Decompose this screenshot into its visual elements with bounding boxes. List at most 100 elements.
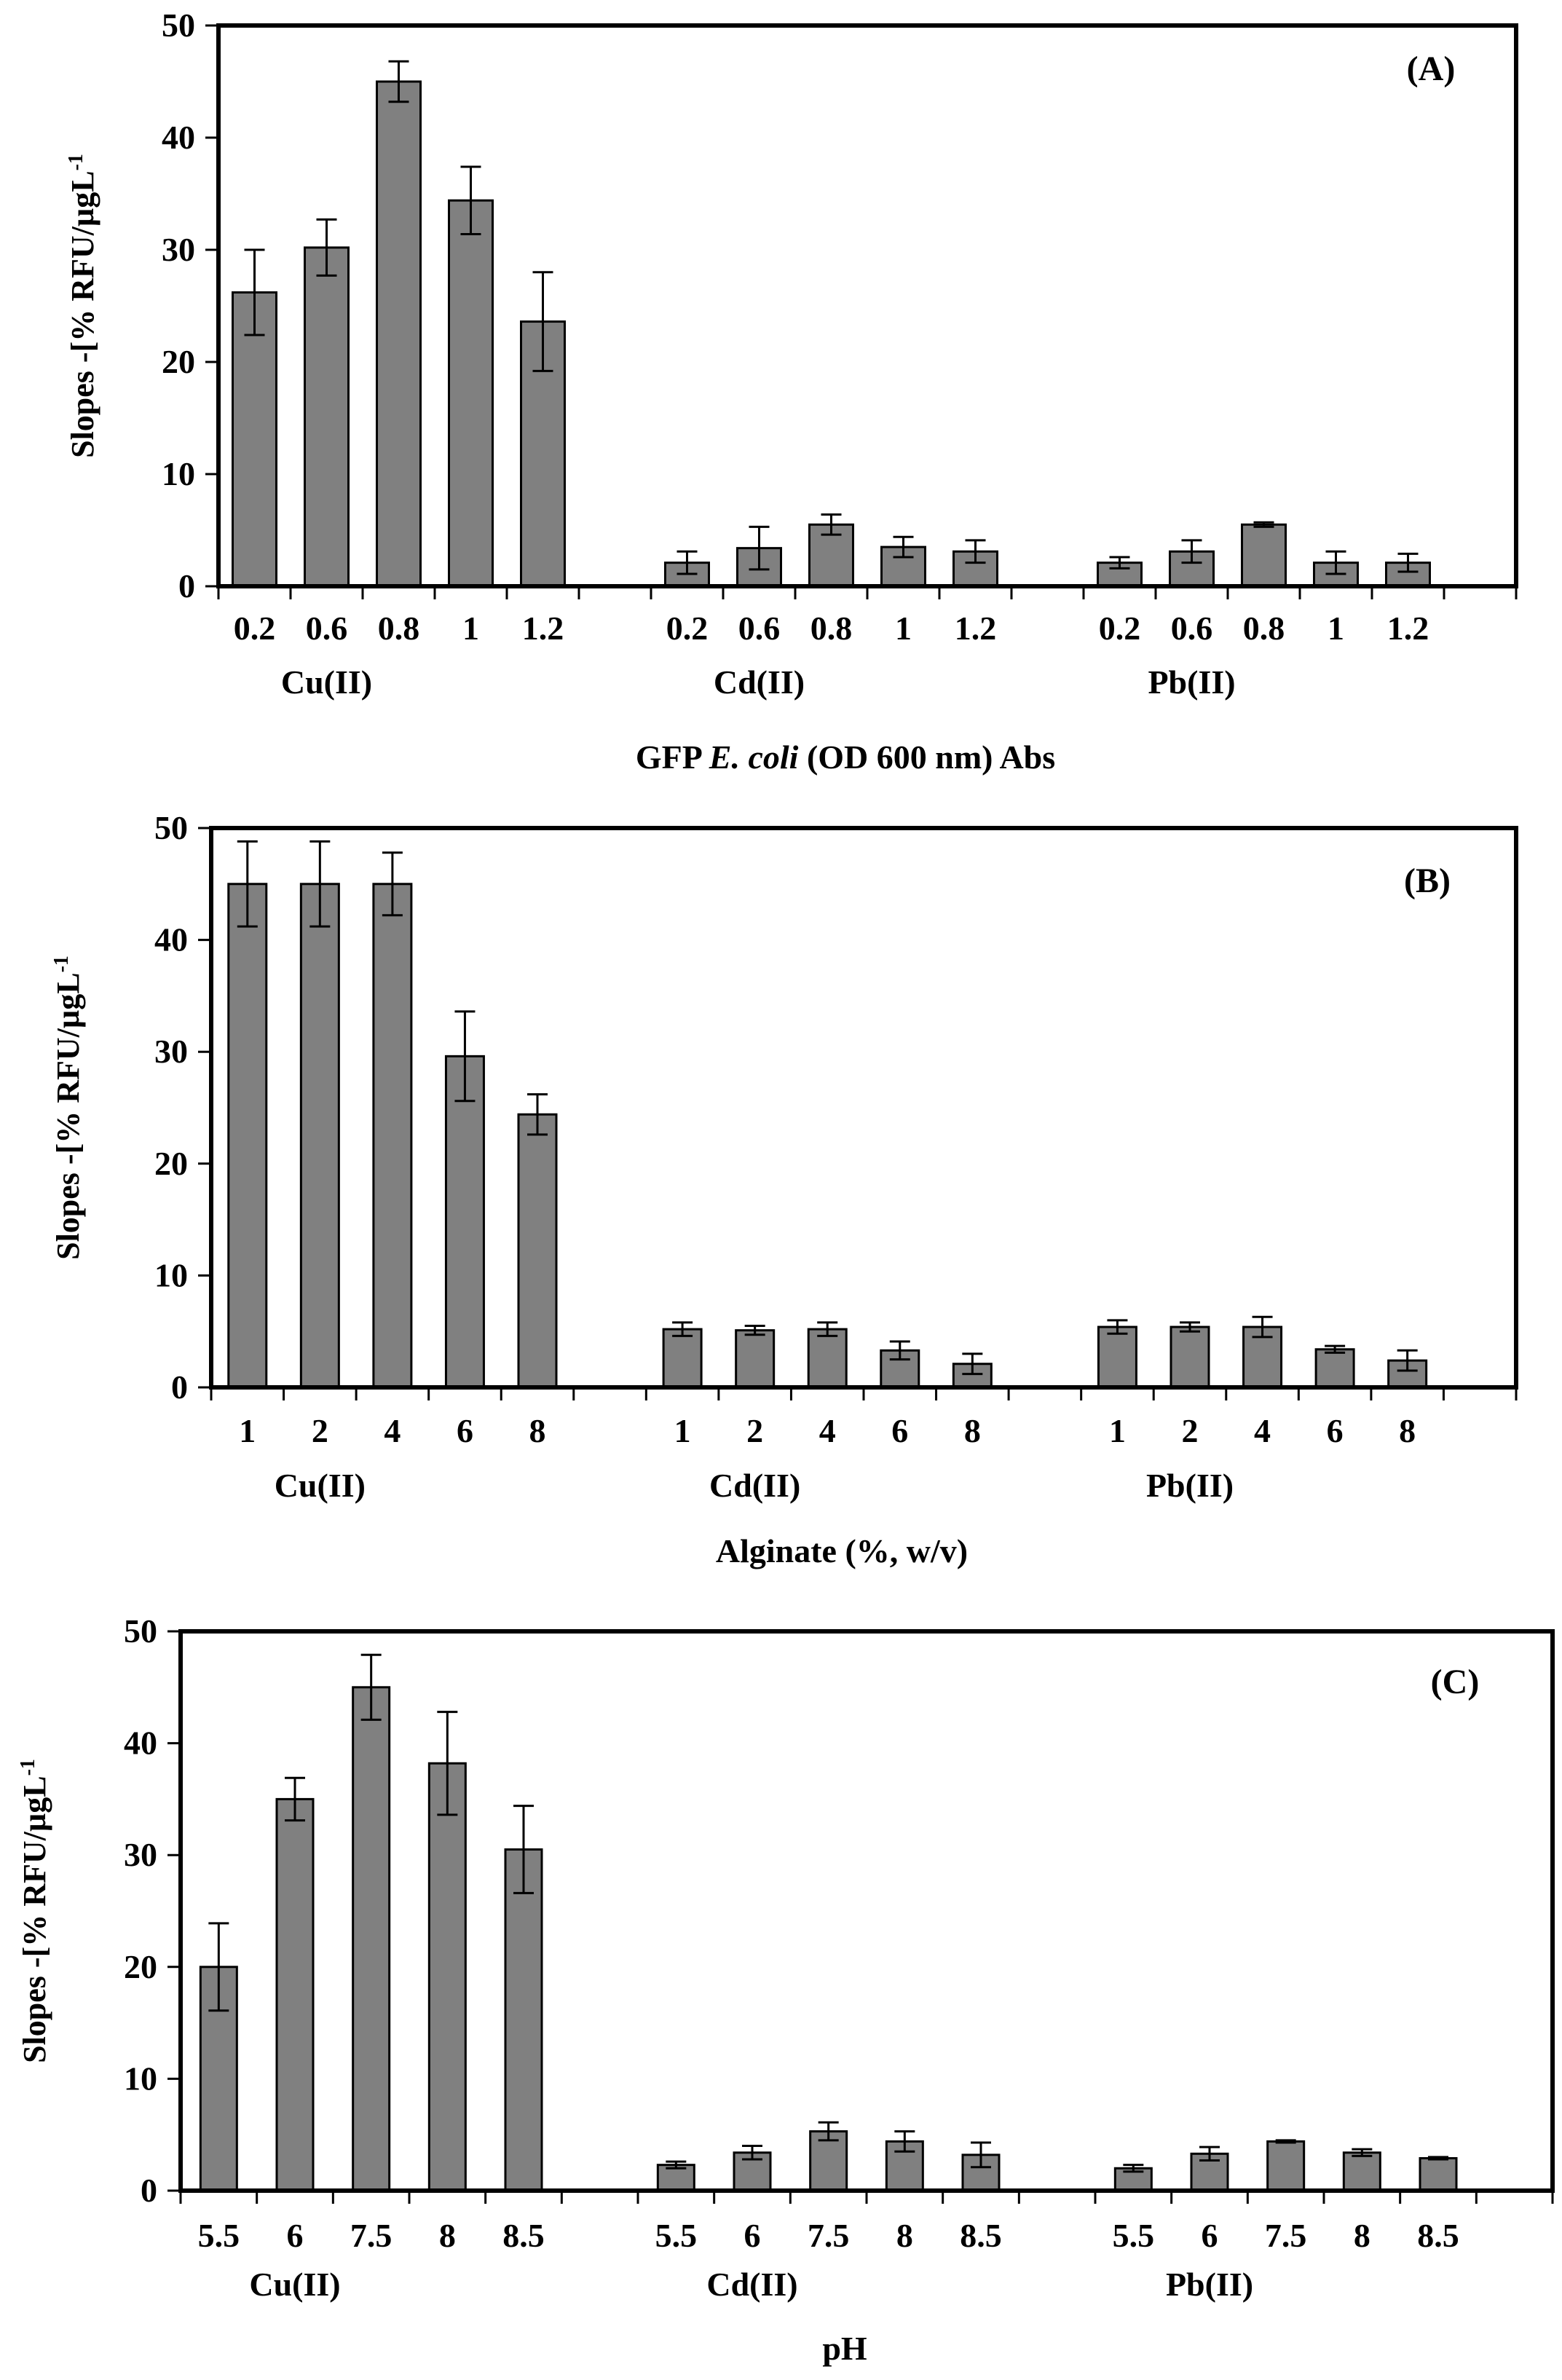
error-bar bbox=[1325, 1344, 1346, 1354]
y-tick-label: 50 bbox=[124, 1612, 157, 1650]
y-tick-label: 40 bbox=[124, 1725, 157, 1762]
x-tick-label: 7.5 bbox=[350, 2217, 393, 2254]
bar-Cu(II)-8.5 bbox=[504, 1848, 543, 2192]
group-label: Pb(II) bbox=[1166, 2266, 1253, 2303]
group-label: Pb(II) bbox=[1146, 1467, 1234, 1504]
x-tick-label: 6 bbox=[287, 2217, 304, 2254]
error-bar bbox=[208, 1922, 229, 2012]
x-tick-label: 8.5 bbox=[1417, 2217, 1459, 2254]
error-bar bbox=[460, 165, 481, 235]
error-bar bbox=[382, 851, 403, 917]
y-tick-label: 10 bbox=[124, 2060, 157, 2097]
bar-Cu(II)-0.8 bbox=[376, 80, 422, 588]
error-bar bbox=[821, 513, 842, 536]
x-tick-label: 8 bbox=[964, 1412, 981, 1449]
x-tick-label: 8 bbox=[439, 2217, 456, 2254]
error-bar bbox=[965, 539, 986, 564]
x-axis-title: pH bbox=[822, 2330, 867, 2367]
error-bar bbox=[1199, 2145, 1220, 2162]
error-bar bbox=[889, 1340, 910, 1361]
x-tick-label: 5.5 bbox=[655, 2217, 698, 2254]
x-tick-label: 8 bbox=[896, 2217, 913, 2254]
bar-Cu(II)-1 bbox=[448, 199, 494, 588]
y-tick-label: 10 bbox=[162, 455, 195, 492]
error-bar bbox=[742, 2145, 762, 2161]
x-tick-label: 6 bbox=[457, 1412, 473, 1449]
x-tick-label: 8 bbox=[529, 1412, 546, 1449]
x-tick-label: 1 bbox=[462, 610, 479, 647]
x-tick-label: 1 bbox=[674, 1412, 691, 1449]
y-axis-title: Slopes -[% RFU/µgL-1 bbox=[50, 955, 87, 1260]
x-tick-label: 7.5 bbox=[808, 2217, 850, 2254]
error-bar bbox=[437, 1711, 458, 1816]
y-tick-label: 50 bbox=[162, 7, 195, 44]
panel-label: (C) bbox=[1431, 1663, 1480, 1701]
x-tick-label: 0.6 bbox=[306, 610, 348, 647]
x-tick-label: 0.8 bbox=[810, 610, 853, 647]
group-label: Pb(II) bbox=[1148, 663, 1235, 701]
chart-panel-2: 0 10 20 30 40 50 1 2 4 6 8 Cu(II) 1 2 4 6 8 Cd(II) 1 2 4 6 8 Pb… bbox=[50, 809, 1518, 1569]
x-tick-label: 4 bbox=[384, 1412, 401, 1449]
y-tick-label: 0 bbox=[141, 2172, 157, 2209]
y-tick-label: 40 bbox=[162, 119, 195, 156]
bar-Cu(II)-7.5 bbox=[352, 1686, 391, 2192]
error-bar bbox=[749, 525, 770, 571]
error-bar bbox=[1352, 2148, 1373, 2157]
x-tick-label: 0.8 bbox=[378, 610, 420, 647]
bar-Cu(II)-0.6 bbox=[304, 246, 350, 588]
x-tick-label: 8 bbox=[1399, 1412, 1416, 1449]
x-tick-label: 1 bbox=[895, 610, 912, 647]
group-label: Cu(II) bbox=[281, 663, 372, 701]
y-tick-label: 0 bbox=[171, 1368, 188, 1406]
error-bar bbox=[744, 1325, 765, 1336]
error-bar bbox=[285, 1776, 305, 1822]
error-bar bbox=[1397, 552, 1419, 573]
bar-Pb(II)-6 bbox=[1314, 1348, 1355, 1389]
error-bar bbox=[1397, 1349, 1418, 1372]
x-tick-label: 0.2 bbox=[666, 610, 709, 647]
error-bar bbox=[1180, 1321, 1200, 1333]
panel-label: (A) bbox=[1407, 50, 1456, 88]
x-tick-label: 1 bbox=[1328, 610, 1344, 647]
error-bar bbox=[962, 1352, 983, 1376]
y-tick-label: 0 bbox=[178, 567, 195, 604]
x-tick-label: 1.2 bbox=[955, 610, 997, 647]
error-bar bbox=[893, 535, 914, 559]
error-bar bbox=[454, 1010, 476, 1103]
y-tick-label: 20 bbox=[124, 1948, 157, 1985]
bar-Cu(II)-2 bbox=[299, 883, 340, 1389]
x-axis-title: Alginate (%, w/v) bbox=[716, 1532, 968, 1569]
x-tick-label: 1.2 bbox=[1387, 610, 1429, 647]
x-tick-label: 2 bbox=[746, 1412, 763, 1449]
error-bar bbox=[1253, 521, 1274, 528]
error-bar bbox=[388, 60, 409, 103]
x-axis-title: GFP E. coli (OD 600 nm) Abs bbox=[636, 738, 1055, 776]
error-bar bbox=[1123, 2164, 1144, 2173]
error-bar bbox=[1325, 550, 1346, 575]
y-axis-title: Slopes -[% RFU/µgL-1 bbox=[17, 1759, 53, 2063]
y-axis-title: Slopes -[% RFU/µgL-1 bbox=[65, 154, 101, 458]
bar-Cu(II)-6 bbox=[275, 1797, 315, 2192]
x-tick-label: 6 bbox=[1327, 1412, 1344, 1449]
bar-Cd(II)-2 bbox=[735, 1329, 776, 1389]
error-bar bbox=[244, 248, 265, 336]
error-bar bbox=[817, 1321, 838, 1337]
bar-Cd(II)-1 bbox=[662, 1328, 703, 1389]
x-tick-label: 6 bbox=[744, 2217, 761, 2254]
y-tick-label: 20 bbox=[154, 1145, 188, 1182]
bar-Pb(II)-7.5 bbox=[1266, 2140, 1306, 2192]
error-bar bbox=[513, 1805, 534, 1894]
x-tick-label: 4 bbox=[1254, 1412, 1271, 1449]
error-bar bbox=[818, 2121, 839, 2142]
x-tick-label: 8.5 bbox=[960, 2217, 1002, 2254]
x-tick-label: 0.6 bbox=[738, 610, 781, 647]
x-tick-label: 5.5 bbox=[198, 2217, 240, 2254]
error-bar bbox=[894, 2130, 915, 2153]
group-label: Cu(II) bbox=[275, 1467, 366, 1504]
y-tick-label: 30 bbox=[154, 1033, 188, 1070]
error-bar bbox=[532, 271, 553, 372]
error-bar bbox=[672, 1321, 693, 1337]
y-tick-label: 10 bbox=[154, 1256, 188, 1293]
